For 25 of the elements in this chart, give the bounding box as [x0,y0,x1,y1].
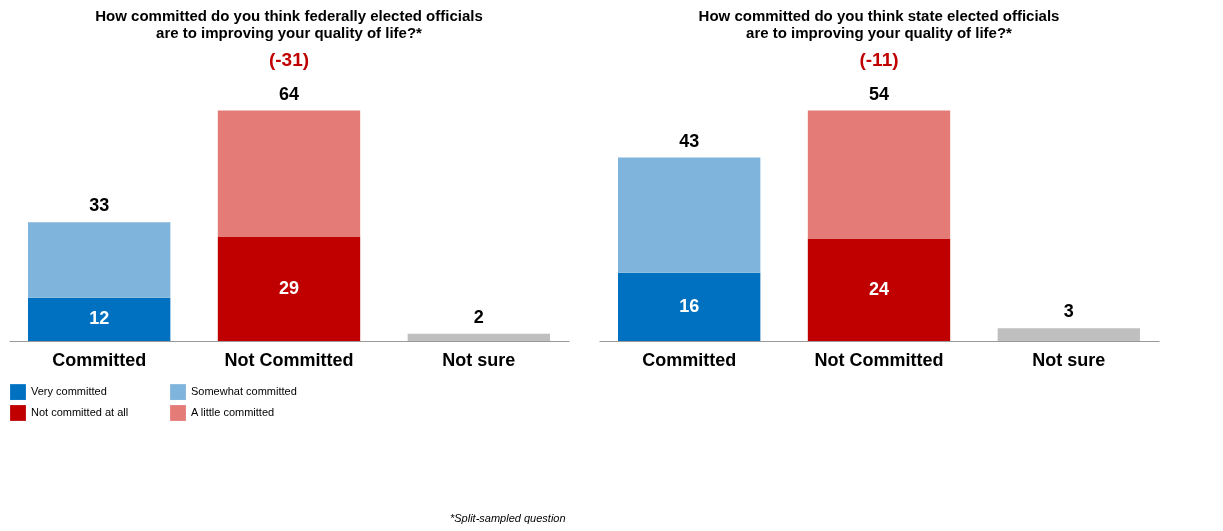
x-tick-label: Not sure [1032,349,1106,370]
chart-title: How committed do you think state elected officials are to improving your quality of life?* [698,7,1060,41]
chart-subtitle: (-11) [859,49,899,70]
total-label: 43 [679,130,700,151]
data-label: 16 [679,295,700,316]
legend-label: Not committed at all [31,406,129,418]
total-label: 54 [868,83,890,104]
legend-label: A little committed [191,406,275,418]
total-label: 33 [89,195,110,216]
total-label: 3 [1063,301,1074,322]
data-label: 12 [89,308,110,329]
chart-title: How committed do you think federally elected officials are to improving your quality of life?* [95,7,483,41]
text: *Split-sampled question [450,512,566,524]
legend-label: Somewhat committed [191,385,297,398]
data-label: 29 [278,277,300,298]
legend-label: Very committed [31,385,107,398]
x-tick-label: Not Committed [224,349,354,370]
total-label: 64 [278,83,300,104]
chart-subtitle: (-31) [268,49,310,70]
x-tick-label: Committed [52,349,147,370]
x-tick-label: Not sure [442,349,516,370]
total-label: 2 [473,306,484,327]
data-label: 24 [868,278,890,299]
x-tick-label: Not Committed [814,349,944,370]
x-tick-label: Committed [642,349,737,370]
